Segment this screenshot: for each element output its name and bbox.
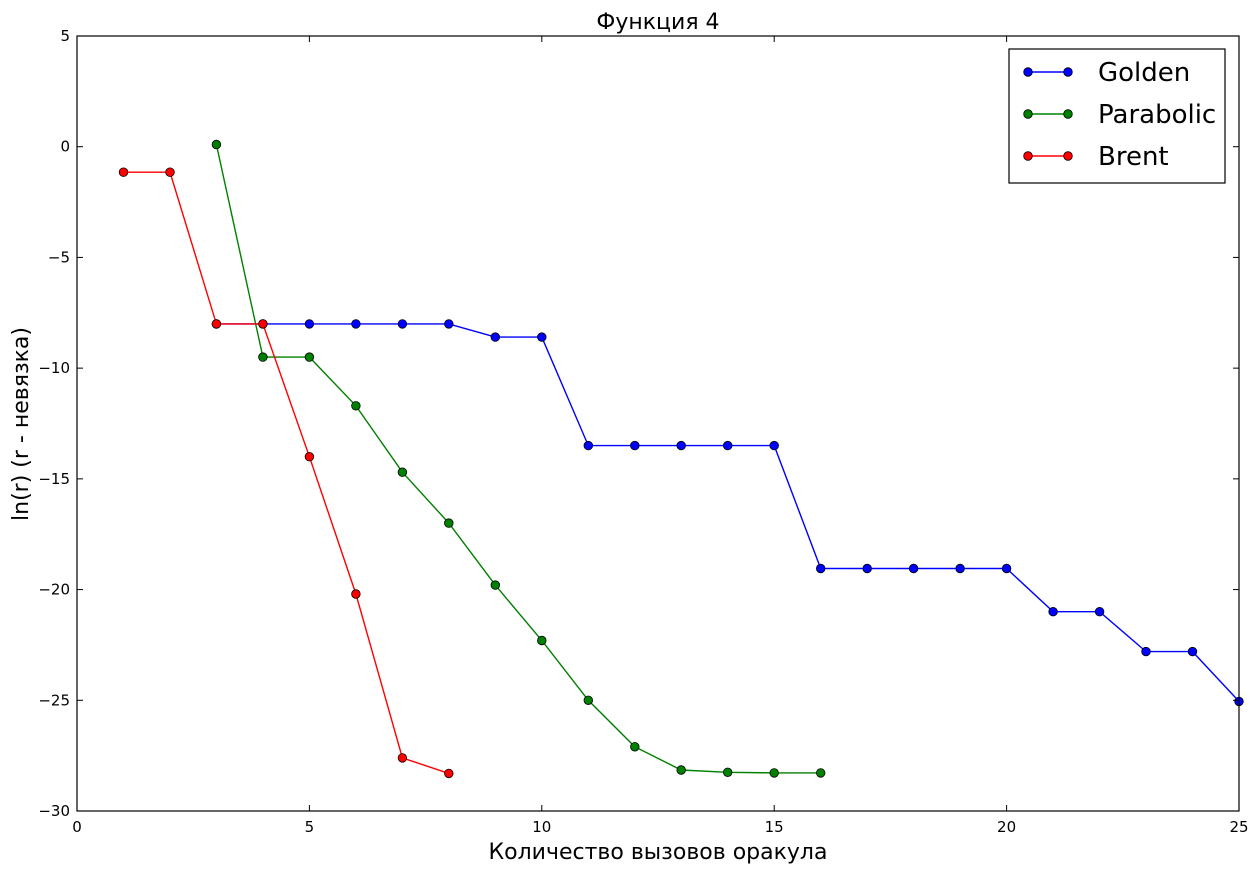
data-point-parabolic [583,695,594,706]
data-point-golden [723,440,733,451]
data-point-golden [816,563,826,574]
y-tick-label: −5 [48,248,70,266]
data-point-brent [304,452,315,462]
data-point-parabolic [397,467,408,477]
legend-label: Parabolic [1098,100,1216,130]
data-point-parabolic [490,580,501,590]
x-tick-label: 10 [532,818,551,836]
legend-marker [1063,109,1073,119]
y-tick-label: −15 [38,470,70,488]
series-parabolic [211,139,826,778]
plot-frame [76,35,1240,812]
data-point-golden [955,563,965,574]
y-tick-label: 5 [60,27,70,45]
y-tick-label: −20 [38,581,70,599]
data-point-parabolic [211,139,222,150]
data-point-brent [444,768,454,779]
legend-marker [1063,67,1073,77]
series-golden [211,319,1244,707]
data-point-golden [351,319,361,329]
legend-marker [1023,151,1033,161]
y-tick-label: −10 [38,359,70,377]
data-point-golden [908,563,919,574]
data-point-parabolic [676,765,686,775]
x-tick-label: 5 [305,818,315,836]
legend-entry-parabolic: Parabolic [1023,100,1216,130]
data-point-golden [1094,607,1105,617]
data-point-golden [583,440,594,451]
data-point-parabolic [444,518,454,528]
data-point-golden [1187,646,1198,657]
legend-entry-brent: Brent [1023,142,1169,172]
series-brent [118,167,454,779]
data-point-brent [397,753,408,763]
data-point-parabolic [630,742,640,752]
data-point-golden [1141,646,1151,657]
data-point-golden [490,332,501,342]
series-line-brent [123,171,450,775]
data-point-golden [862,563,872,574]
y-tick-label: 0 [60,138,70,156]
data-point-golden [444,319,454,329]
y-axis-label: ln(r) (r - невязка) [9,327,34,521]
x-tick-label: 0 [72,818,82,836]
data-point-golden [630,440,640,451]
data-point-parabolic [769,768,779,778]
data-point-golden [304,319,315,329]
legend-marker [1023,67,1033,77]
data-point-brent [165,167,175,177]
data-point-parabolic [816,768,826,778]
data-point-golden [397,319,408,329]
data-point-brent [351,589,361,599]
legend-entry-golden: Golden [1023,58,1190,88]
y-tick-label: −25 [38,691,70,709]
data-point-golden [676,440,686,451]
legend-label: Golden [1098,58,1190,88]
data-point-parabolic [723,767,733,778]
series-line-parabolic [215,144,821,774]
legend-label: Brent [1098,142,1169,172]
data-point-golden [1001,563,1012,574]
x-tick-label: 25 [1229,818,1248,836]
data-point-golden [1048,607,1058,617]
legend: Golden Parabolic Brent [1008,48,1226,184]
data-point-brent [118,167,129,177]
data-point-parabolic [351,401,361,411]
data-point-parabolic [304,352,315,362]
y-tick-label: −30 [38,802,70,820]
data-point-brent [258,319,268,329]
data-point-parabolic [537,635,547,646]
x-tick-label: 20 [997,818,1016,836]
data-point-parabolic [258,352,268,362]
x-axis-label: Количество вызовов оракула [489,840,828,865]
legend-marker [1063,151,1073,161]
legend-marker [1023,109,1033,119]
data-point-brent [211,319,222,329]
data-point-golden [769,440,779,451]
chart-title: Функция 4 [596,10,719,35]
data-point-golden [537,332,547,342]
x-tick-label: 15 [765,818,784,836]
